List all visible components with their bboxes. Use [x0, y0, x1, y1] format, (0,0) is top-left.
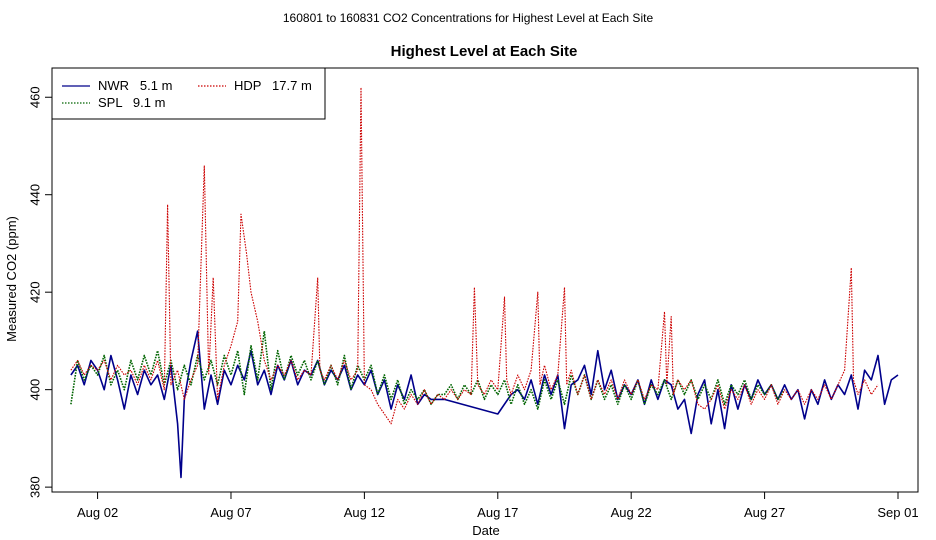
x-tick-label: Aug 02 — [77, 505, 118, 520]
legend-label-hdp: HDP 17.7 m — [234, 78, 312, 93]
x-tick-label: Aug 17 — [477, 505, 518, 520]
x-axis-label: Date — [472, 523, 499, 538]
x-tick-label: Aug 12 — [344, 505, 385, 520]
series-layer — [70, 86, 899, 479]
y-tick-label: 440 — [27, 184, 42, 206]
y-tick-label: 400 — [27, 379, 42, 401]
y-axis-label: Measured CO2 (ppm) — [4, 216, 19, 342]
series-line-nwr — [70, 330, 899, 479]
legend-label-spl: SPL 9.1 m — [98, 95, 165, 110]
axes-layer: Aug 02 Aug 07 Aug 12 Aug 17 Aug 22 Aug 27 Sep … — [27, 86, 918, 520]
x-tick-label: Aug 07 — [210, 505, 251, 520]
x-tick-label: Aug 22 — [611, 505, 652, 520]
plot-frame — [51, 67, 919, 493]
chart-title: Highest Level at Each Site — [391, 43, 578, 60]
y-tick-label: 420 — [27, 281, 42, 303]
series-line-hdp — [70, 86, 879, 425]
y-tick-label: 460 — [27, 86, 42, 108]
legend: NWR 5.1 m SPL 9.1 m HDP 17.7 m — [51, 67, 326, 120]
x-tick-label: Aug 27 — [744, 505, 785, 520]
legend-box — [51, 67, 326, 120]
chart-suptitle: 160801 to 160831 CO2 Concentrations for … — [283, 11, 654, 25]
x-tick-label: Sep 01 — [877, 505, 918, 520]
y-tick-label: 380 — [27, 476, 42, 498]
legend-label-nwr: NWR 5.1 m — [98, 78, 172, 93]
